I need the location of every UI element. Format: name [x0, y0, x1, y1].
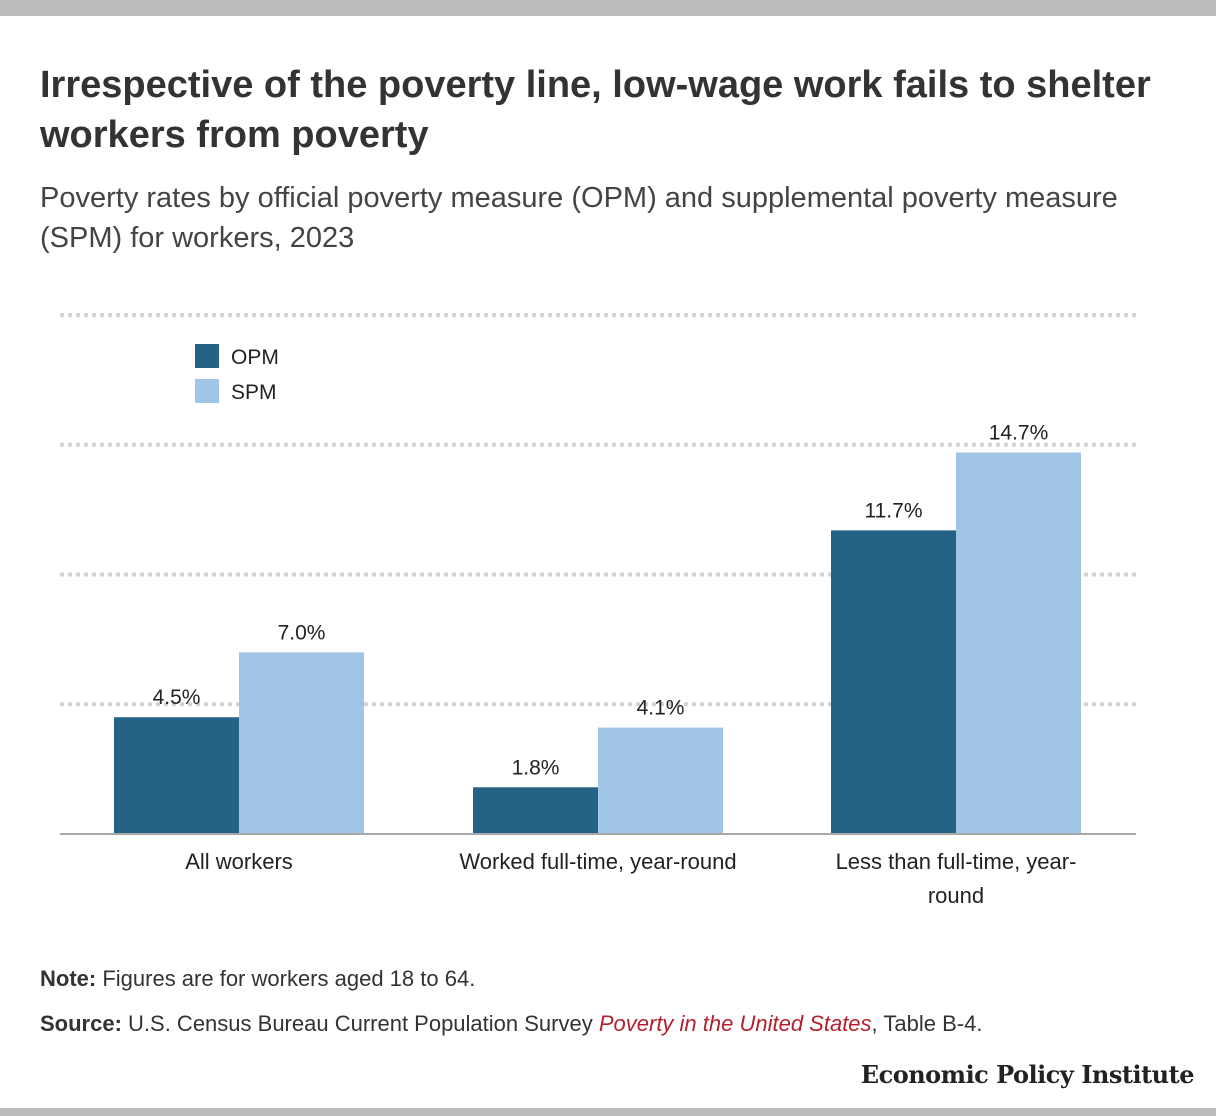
legend-swatch-spm [195, 379, 219, 403]
data-label: 4.1% [637, 697, 685, 720]
note-text: Figures are for workers aged 18 to 64. [96, 966, 476, 991]
legend-swatch-opm [195, 344, 219, 368]
source-label: Source: [40, 1011, 122, 1036]
top-border [0, 0, 1216, 16]
bar-opm [831, 530, 956, 834]
bar-chart: 4.5% 1.8% 11.7% 7.0% 4.1% 14.7% All workers Wor… [60, 313, 1136, 908]
data-label: 4.5% [153, 686, 201, 709]
data-label: 11.7% [865, 499, 923, 522]
bar-opm [473, 787, 598, 834]
category-label: Less than full-time, year-round [836, 849, 1077, 908]
source-suffix: , Table B-4. [871, 1011, 983, 1036]
chart-source: Source: U.S. Census Bureau Current Popul… [40, 1011, 982, 1037]
category-label: All workers [185, 849, 293, 874]
data-label: 14.7% [989, 422, 1049, 445]
source-link[interactable]: Poverty in the United States [598, 1011, 872, 1036]
chart-note: Note: Figures are for workers aged 18 to… [40, 966, 475, 992]
legend-label-opm: OPM [231, 346, 279, 369]
bar-spm [239, 652, 364, 834]
note-label: Note: [40, 966, 97, 991]
bar-spm [956, 452, 1081, 834]
data-label: 1.8% [512, 756, 560, 779]
chart-title: Irrespective of the poverty line, low-wa… [40, 64, 1151, 156]
legend-label-spm: SPM [231, 381, 277, 404]
data-label: 7.0% [278, 621, 326, 644]
bottom-border [0, 1108, 1216, 1116]
brand-logo: Economic Policy Institute [860, 1060, 1195, 1089]
bar-opm [114, 717, 239, 834]
bar-spm [598, 727, 723, 834]
category-label: Worked full-time, year-round [459, 849, 736, 874]
chart-subtitle: Poverty rates by official poverty measur… [40, 182, 1118, 254]
source-text: U.S. Census Bureau Current Population Su… [121, 1011, 599, 1036]
